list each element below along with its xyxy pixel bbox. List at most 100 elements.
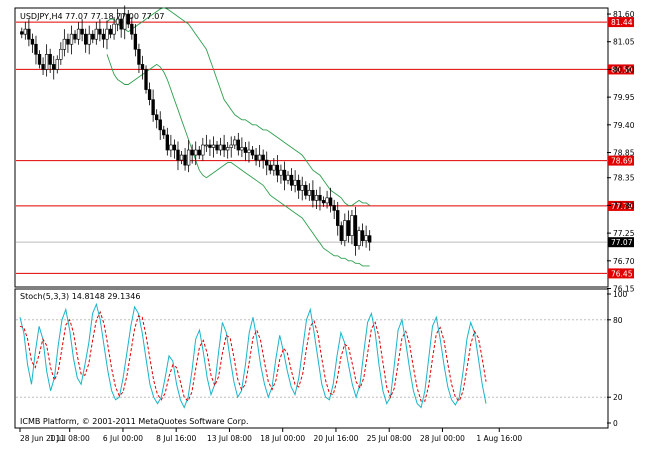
level-price-box [608, 17, 634, 28]
candle-body [20, 31, 24, 35]
candle-body [130, 23, 134, 35]
candle-body [172, 144, 177, 151]
candle-body [254, 154, 258, 161]
candles [20, 5, 372, 256]
price-tick-label: 79.95 [613, 93, 635, 102]
stoch-tick-label: 0 [613, 419, 618, 428]
candle-body [144, 69, 148, 90]
stoch-tick-label: 100 [613, 290, 628, 299]
candle-body [247, 149, 251, 153]
candle-body [155, 114, 159, 121]
candle-body [66, 38, 70, 45]
candle-body [321, 200, 326, 204]
candle-body [261, 154, 265, 161]
candle-body [34, 43, 38, 55]
stoch-tick-label: 80 [613, 316, 623, 325]
candle-body [55, 59, 59, 70]
candle-body [222, 144, 226, 151]
candle-body [208, 144, 212, 148]
candle-body [304, 184, 308, 196]
bollinger-bands [106, 7, 370, 267]
candle-body [108, 28, 113, 35]
candle-body [325, 197, 329, 204]
candle-body [176, 149, 180, 161]
candle-body [332, 205, 336, 211]
candle-body [190, 149, 194, 156]
level-price-box [608, 155, 634, 166]
candle-body [350, 215, 354, 236]
time-tick-label: 1 Aug 16:00 [476, 434, 522, 443]
candle-body [318, 195, 322, 201]
candle-body [218, 144, 223, 151]
candle-body [194, 149, 198, 156]
price-tick-label: 77.25 [613, 229, 635, 238]
candle-body [112, 23, 116, 35]
level-price-label: 76.45 [611, 269, 633, 278]
candle-body [48, 54, 52, 65]
candle-body [339, 225, 343, 241]
price-tick-label: 81.05 [613, 38, 635, 47]
level-price-box [608, 200, 634, 211]
price-tick-label: 80.50 [613, 65, 635, 74]
price-tick-label: 81.60 [613, 10, 635, 19]
bollinger-upper-line [106, 7, 370, 206]
candle-body [286, 174, 290, 181]
time-tick-label: 25 Jul 08:00 [367, 434, 412, 443]
time-tick-label: 28 Jul 00:00 [420, 434, 465, 443]
time-tick-label: 1 Jul 08:00 [50, 434, 90, 443]
stoch-k-line [19, 302, 487, 409]
candle-body [275, 164, 280, 176]
candle-body [229, 144, 233, 148]
bollinger-lower-line [106, 54, 370, 267]
candle-body [289, 174, 294, 186]
copyright-text: ICMB Platform, © 2001-2011 MetaQuotes So… [20, 417, 249, 426]
stoch-levels [16, 319, 607, 398]
candle-body [353, 215, 358, 247]
price-tick-label: 76.15 [613, 285, 635, 294]
candle-body [101, 33, 106, 40]
candle-body [293, 179, 297, 186]
candle-body [44, 54, 49, 70]
price-tick-label: 76.70 [613, 257, 635, 266]
candle-body [226, 147, 230, 151]
candle-body [105, 28, 109, 40]
candle-body [346, 220, 351, 236]
candle-body [279, 169, 283, 176]
candle-body [360, 230, 365, 241]
level-price-label: 80.50 [611, 65, 633, 74]
time-tick-label: 8 Jul 16:00 [156, 434, 196, 443]
candle-body [115, 18, 120, 25]
candle-body [140, 64, 145, 70]
level-price-label: 77.79 [611, 202, 633, 211]
candle-body [243, 147, 248, 153]
level-price-label: 81.44 [611, 18, 633, 27]
candle-body [62, 38, 67, 50]
candle-body [257, 154, 262, 161]
time-tick-label: 18 Jul 00:00 [260, 434, 305, 443]
candle-body [328, 197, 333, 206]
candle-body [233, 139, 237, 146]
candle-body [123, 13, 127, 30]
candle-body [307, 190, 312, 196]
price-levels: 81.44 80.50 78.69 77.79 76.45 77.07 [16, 17, 634, 279]
candle-body [98, 28, 102, 35]
candle-body [133, 33, 138, 50]
candle-body [73, 33, 77, 40]
candle-body [300, 184, 304, 191]
level-price-box [608, 64, 634, 75]
time-tick-label: 13 Jul 08:00 [207, 434, 252, 443]
candle-body [165, 134, 169, 151]
candle-body [94, 28, 98, 40]
candle-body [282, 169, 287, 181]
candle-body [69, 33, 74, 45]
candle-body [197, 149, 201, 156]
candle-body [268, 164, 272, 171]
candle-body [367, 235, 372, 243]
candle-body [311, 190, 315, 201]
stoch-pane-frame [14, 288, 609, 429]
candle-body [314, 195, 319, 201]
current-price-label: 77.07 [611, 238, 633, 247]
candle-body [211, 144, 216, 148]
